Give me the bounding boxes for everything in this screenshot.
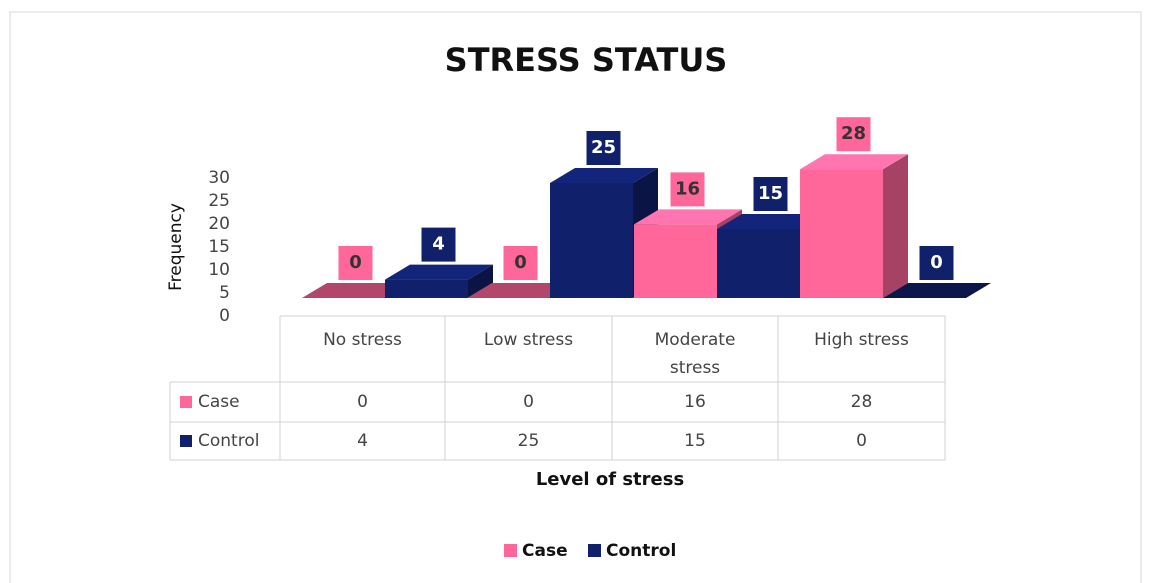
bar-top [467,283,575,298]
table-legend-key [180,435,192,447]
category-cell: High stress [814,330,909,350]
bar-top [717,214,825,229]
table-legend-key [180,396,192,408]
category-cell: Low stress [483,330,574,350]
data-label-box [919,246,954,280]
legend-label: Control [606,541,676,561]
y-axis-label: Frequency [166,203,186,291]
data-label-box [670,172,705,207]
legend-label: Case [522,541,568,561]
data-label: 16 [675,178,700,199]
legend-key [504,544,517,557]
table-series-name: Case [198,392,240,412]
chart-title: STRESS STATUS [445,41,728,79]
y-tick-label: 25 [208,191,230,211]
data-label: 15 [758,183,783,204]
table-series-name: Control [198,431,259,451]
category-cell: No stress [323,330,402,350]
bar [550,183,633,298]
bar [800,169,883,298]
category-cell: Moderate stress [654,330,736,378]
data-label: 25 [591,137,616,158]
x-tick-label: No stress [323,330,402,350]
data-label-box [338,246,373,280]
data-label: 0 [930,252,943,273]
table-value: 15 [684,431,706,451]
data-label: 0 [349,252,362,273]
bar [717,229,800,298]
data-label-box [753,177,788,211]
x-tick-label: Low stress [483,330,574,350]
data-label-box [836,117,871,152]
y-tick-label: 15 [208,237,230,257]
y-tick-label: 0 [219,306,230,326]
legend-key [588,544,601,557]
table-value: 28 [851,392,873,412]
y-tick-label: 30 [208,168,230,188]
y-tick-label: 5 [219,283,230,303]
table-value: 0 [856,431,867,451]
x-tick-label: Moderate stress [654,330,736,378]
table-value: 0 [523,392,534,412]
bar-top [883,283,991,298]
bar-side [883,154,908,298]
data-label-box [503,246,538,280]
table-value: 25 [518,431,540,451]
table-value: 16 [684,392,706,412]
bar-top [302,283,410,298]
table-value: 0 [357,392,368,412]
y-tick-label: 20 [208,214,230,234]
data-label: 4 [432,234,445,255]
table-value: 4 [357,431,368,451]
bar-top [800,154,908,170]
bar-side [468,264,493,298]
data-label: 28 [841,123,866,144]
y-tick-label: 10 [208,260,230,280]
data-label-box [586,131,621,165]
bar-top [634,209,742,225]
bar [385,279,468,298]
x-axis-label: Level of stress [536,469,684,490]
data-label: 0 [514,252,527,273]
bar [634,224,717,298]
bar-top [550,168,658,183]
bar-top [385,264,493,280]
x-tick-label: High stress [814,330,909,350]
data-label-box [421,227,456,262]
